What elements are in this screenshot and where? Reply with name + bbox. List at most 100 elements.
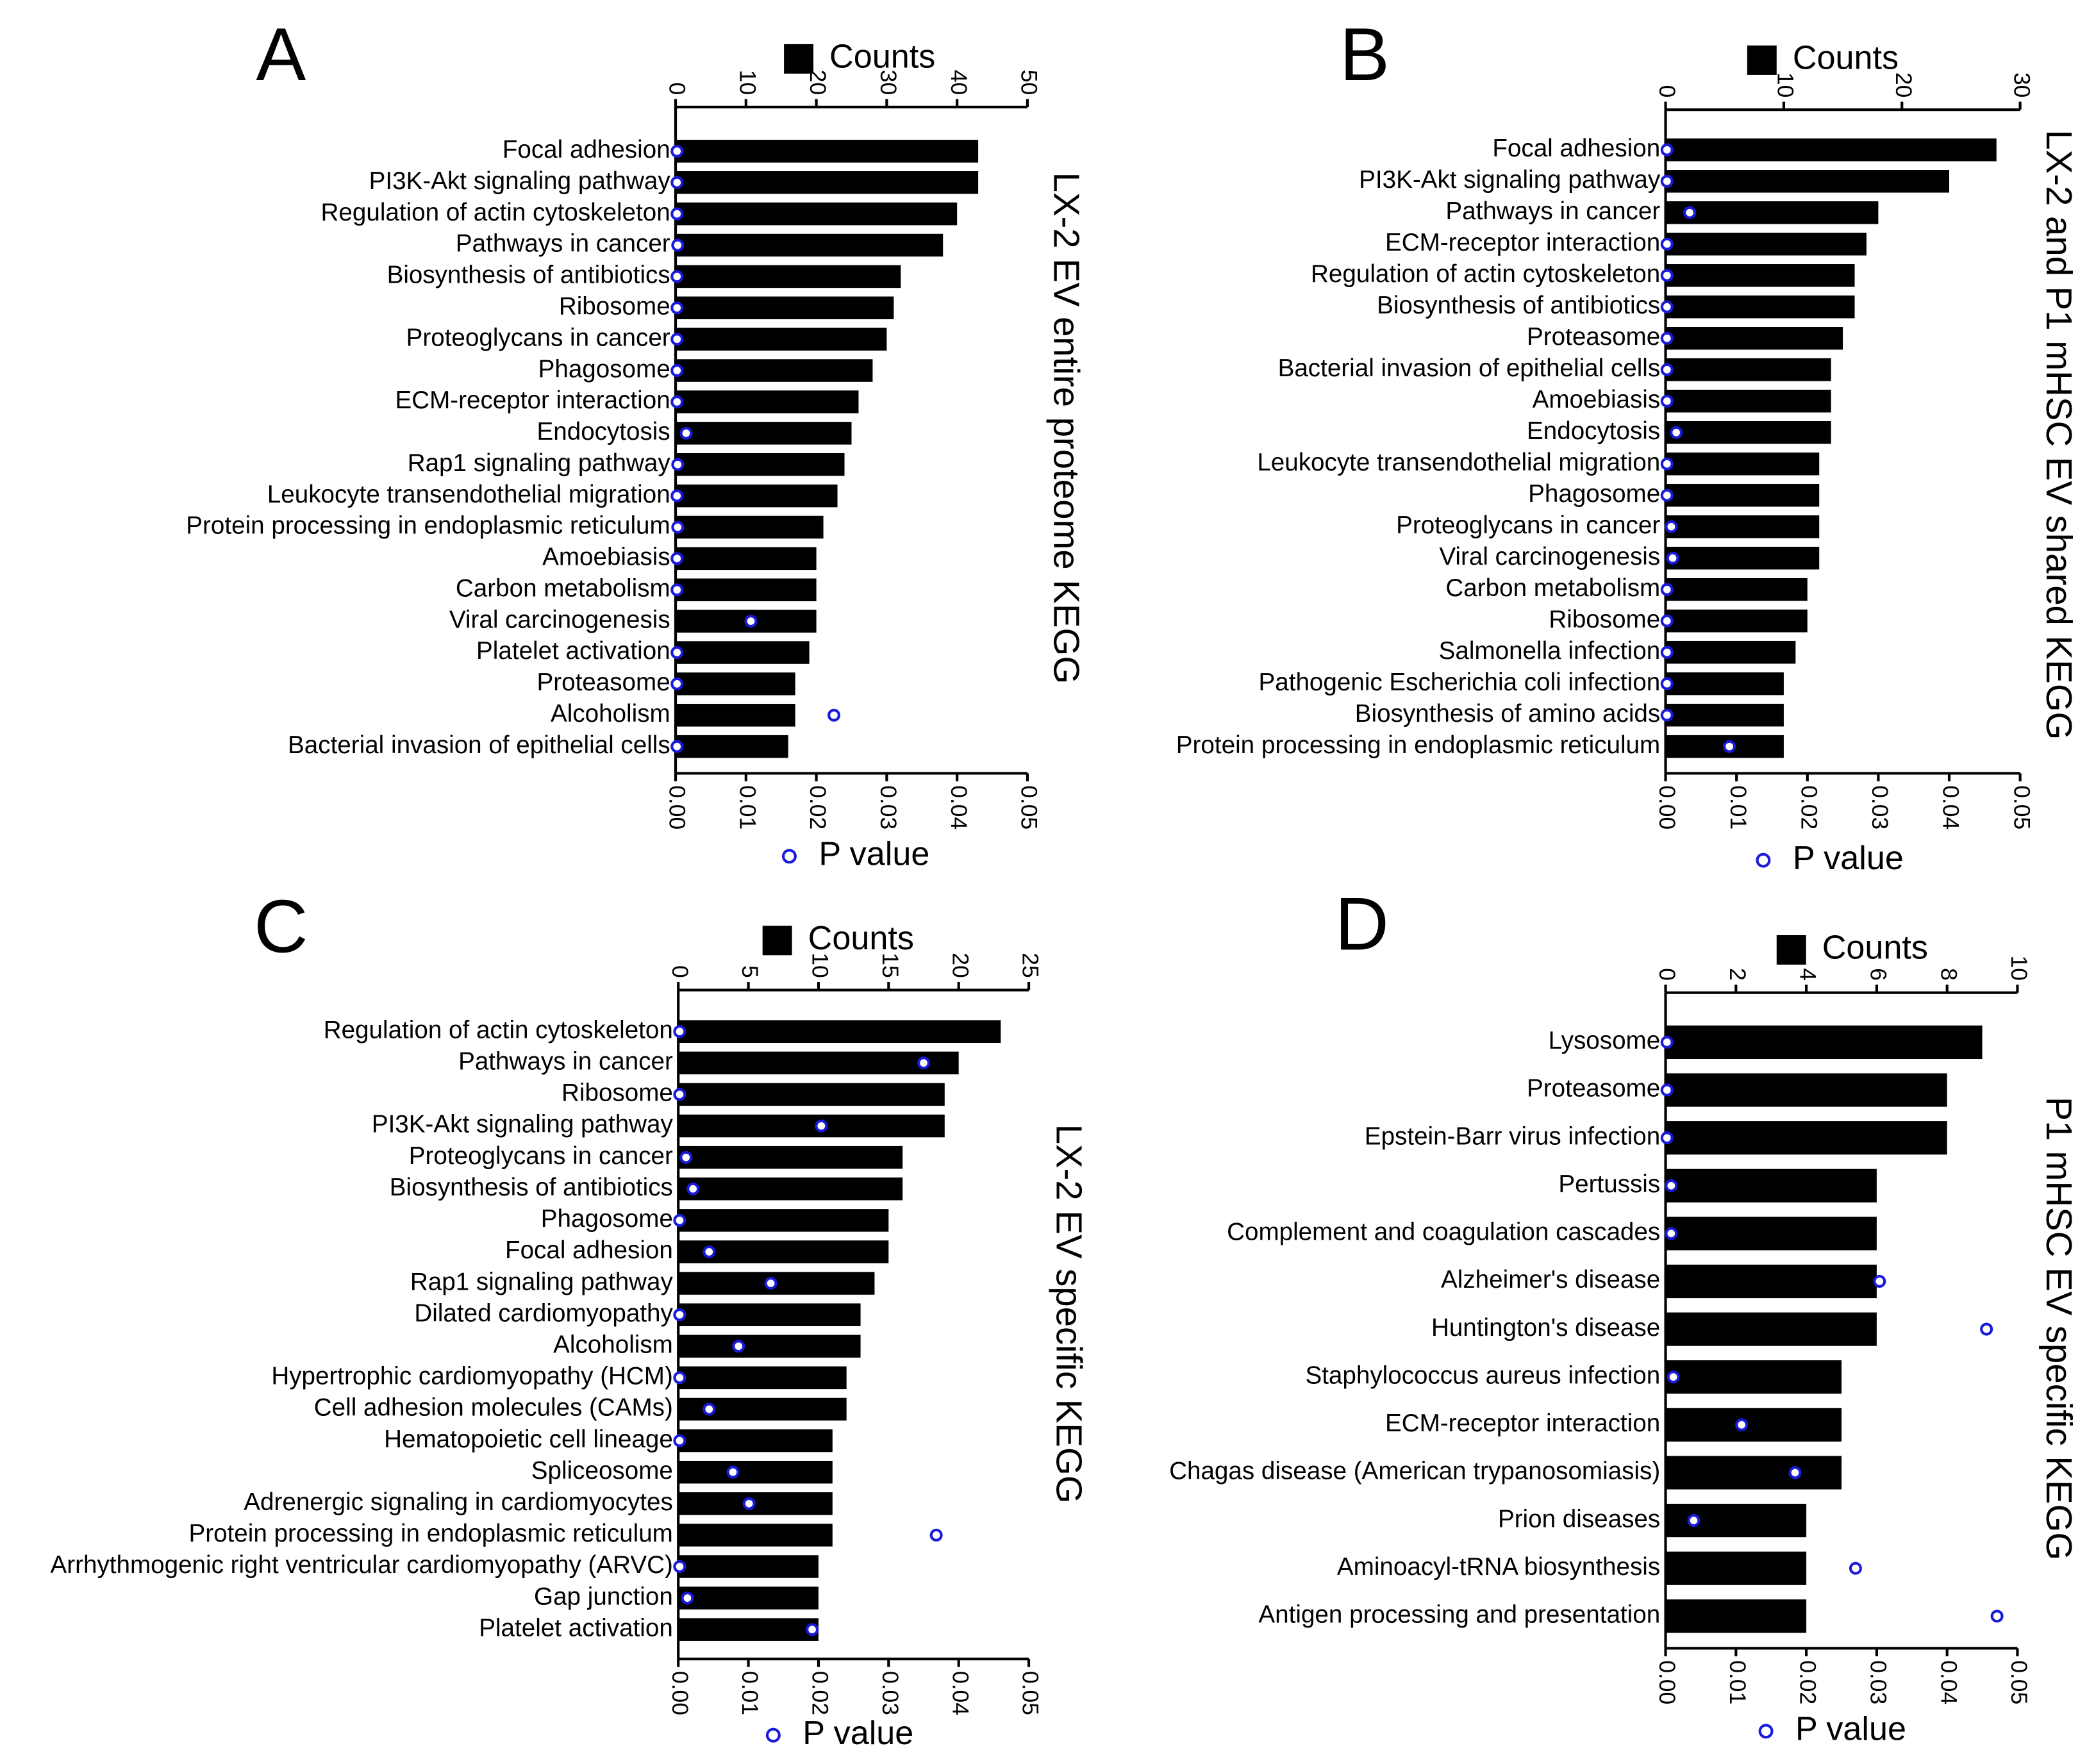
category-label: Spliceosome: [531, 1457, 673, 1485]
bar: [676, 202, 958, 226]
p-value-point: [1735, 1418, 1749, 1431]
category-label: Epstein-Barr virus infection: [1365, 1122, 1660, 1150]
p-value-point: [673, 1371, 686, 1385]
legend-marker: [765, 1727, 781, 1743]
category-label: Huntington's disease: [1431, 1314, 1660, 1342]
category-label: ECM-receptor interaction: [1385, 1410, 1660, 1437]
p-value-point: [670, 270, 684, 283]
panel-letter: C: [254, 885, 308, 969]
x-tick-label: 0: [667, 965, 693, 978]
category-label: Leukocyte transendothelial migration: [1257, 449, 1660, 476]
category-label: Adrenergic signaling in cardiomyocytes: [244, 1488, 673, 1516]
p-value-point: [1667, 1370, 1680, 1384]
bar: [678, 1209, 889, 1232]
bar: [1665, 1073, 1947, 1107]
category-label: Pathways in cancer: [456, 230, 670, 258]
category-label: Cell adhesion molecules (CAMs): [314, 1394, 673, 1422]
category-label: Protein processing in endoplasmic reticu…: [186, 512, 670, 540]
x-tick-label: 50: [1017, 70, 1042, 95]
x2-tick-label: 0.05: [1018, 1671, 1044, 1715]
p-value-point: [1665, 520, 1678, 533]
p-value-point: [929, 1528, 943, 1542]
x2-tick-label: 0.05: [2006, 1660, 2032, 1704]
bar: [678, 1114, 945, 1138]
bar: [676, 233, 944, 257]
category-label: Proteasome: [1527, 1075, 1660, 1102]
p-value-point: [1660, 1131, 1674, 1145]
bar: [1665, 1025, 1983, 1060]
p-value-point: [671, 520, 685, 534]
p-value-point: [806, 1623, 819, 1636]
bar: [1665, 201, 1879, 224]
category-label: Carbon metabolism: [456, 574, 670, 602]
x2-tick-label: 0.01: [1725, 785, 1751, 829]
bar: [1665, 138, 1997, 162]
x2-tick-label: 0.03: [877, 1671, 903, 1715]
x-tick-label: 30: [876, 70, 901, 95]
bar: [678, 1303, 861, 1326]
x2-tick-label: 0.04: [946, 785, 972, 829]
bar: [676, 359, 873, 382]
p-value-point: [670, 333, 684, 346]
p-value-point: [726, 1465, 740, 1479]
x2-tick-label: 0.02: [1795, 1660, 1821, 1704]
category-label: Rap1 signaling pathway: [410, 1268, 674, 1295]
bar: [1665, 609, 1808, 633]
category-label: Carbon metabolism: [1445, 574, 1660, 602]
p-value-point: [671, 238, 685, 252]
bar: [676, 578, 817, 601]
p-value-point: [1660, 677, 1674, 690]
bar: [676, 453, 845, 476]
p-value-point: [1660, 394, 1674, 408]
panel-letter: A: [256, 12, 306, 96]
bar: [1665, 390, 1831, 413]
bar: [676, 265, 901, 288]
category-label: Focal adhesion: [503, 136, 670, 163]
panel-letter: B: [1340, 12, 1390, 96]
p-value-point: [670, 740, 684, 753]
category-label: Prion diseases: [1498, 1505, 1660, 1533]
bar: [1665, 672, 1784, 695]
p-value-point: [1660, 269, 1674, 282]
p-value-point: [1660, 583, 1674, 596]
bar: [1665, 1456, 1842, 1490]
p-value-point: [670, 395, 684, 408]
p-value-point: [686, 1182, 700, 1195]
p-value-point: [671, 458, 685, 471]
x-tick-label: 25: [1018, 953, 1044, 978]
x2-tick-label: 0.01: [737, 1671, 763, 1715]
p-value-point: [670, 301, 684, 315]
category-label: Salmonella infection: [1439, 637, 1661, 665]
bar: [678, 1586, 819, 1610]
legend-label: P value: [1793, 840, 1904, 877]
bar: [678, 1618, 819, 1641]
category-label: Focal adhesion: [505, 1236, 673, 1264]
bar: [1665, 703, 1784, 727]
category-label: Gap junction: [534, 1583, 673, 1610]
bar: [1665, 1408, 1842, 1442]
category-label: Dilated cardiomyopathy: [414, 1299, 673, 1327]
category-label: Viral carcinogenesis: [1439, 543, 1660, 570]
category-label: Regulation of actin cytoskeleton: [324, 1016, 673, 1044]
category-label: Platelet activation: [479, 1614, 673, 1642]
bar: [1665, 483, 1820, 507]
category-label: Staphylococcus aureus infection: [1305, 1361, 1660, 1389]
x-tick-label: 0: [1654, 968, 1680, 981]
p-value-point: [1660, 645, 1674, 659]
p-value-point: [681, 1592, 694, 1605]
p-value-point: [815, 1119, 828, 1133]
category-label: Regulation of actin cytoskeleton: [1311, 260, 1660, 288]
bar: [678, 1555, 819, 1578]
bar: [678, 1366, 847, 1390]
bar: [676, 422, 852, 445]
category-label: Alcoholism: [551, 700, 670, 728]
p-value-point: [742, 1497, 756, 1510]
bar: [1665, 358, 1831, 381]
category-label: Bacterial invasion of epithelial cells: [288, 731, 670, 759]
p-value-point: [732, 1340, 745, 1353]
x-tick-label: 2: [1725, 968, 1750, 981]
bar: [1665, 1264, 1877, 1299]
p-value-point: [670, 646, 684, 660]
x-tick-label: 10: [1773, 72, 1799, 97]
bar: [676, 140, 979, 163]
